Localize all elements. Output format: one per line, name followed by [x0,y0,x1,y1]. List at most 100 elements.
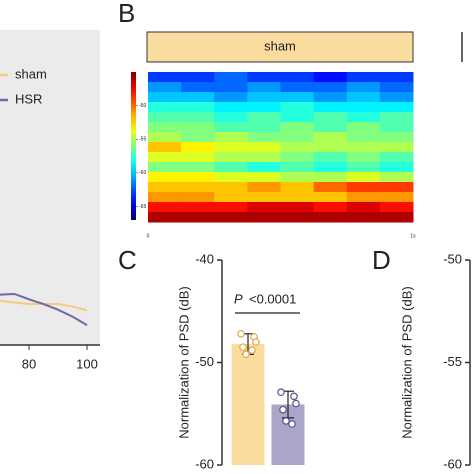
heatmap-cell [214,182,248,193]
heatmap-cell [379,152,414,163]
colorbar-tick-label: -65 [139,204,146,210]
heatmap-cell [148,102,182,113]
heatmap-cell [148,152,182,163]
heatmap-cell [379,172,414,183]
x-tick-label: 100 [76,356,98,371]
y-axis-label: Normalization of PSD (dB) [176,286,191,438]
heatmap-cell [247,92,281,103]
heatmap-cell [379,182,414,193]
heatmap-cell [346,192,381,203]
heatmap-cell [379,82,414,93]
heatmap-cell [280,212,315,223]
heatmap-cell [313,162,348,173]
heatmap-cell [148,212,182,223]
heatmap-cell [379,92,414,103]
heatmap-cell [181,172,215,183]
data-point [282,417,290,425]
x-tick-label: 80 [22,356,36,371]
heatmap-cell [346,102,381,113]
data-point [248,346,256,355]
data-point [242,350,250,359]
heatmap-cell [346,182,381,193]
heatmap-cell [214,82,248,93]
heatmap-cell [346,212,381,223]
heatmap-cell [280,132,315,143]
heatmap-cell [346,72,381,83]
heatmap-cell [313,192,348,203]
legend-label: HSR [15,91,42,106]
heatmap-cell [214,142,248,153]
heatmap-cell [346,142,381,153]
heatmap-cell [313,82,348,93]
heatmap-cell [214,92,248,103]
heatmap-cell [313,72,348,83]
heatmap-cell [181,122,215,133]
heatmap-cell [247,172,281,183]
data-point [239,343,247,351]
y-tick-label: -55 [443,354,462,369]
heatmap-cell [214,112,248,123]
heatmap-cell [247,192,281,203]
panel-label: D [372,245,391,275]
heatmap-cell [247,182,281,193]
data-point [292,399,300,408]
heatmap-cell [280,72,315,83]
heatmap-cell [148,132,182,143]
heatmap-cell [313,112,348,123]
heatmap-cell [313,142,348,153]
heatmap-cell [214,152,248,163]
colorbar-tick-label: -60 [139,170,146,176]
heatmap-cell [214,162,248,173]
heatmap-cell [247,202,281,213]
heatmap-cell [247,142,281,153]
heatmap-cell [181,82,215,93]
heatmap-cell [247,112,281,123]
heatmap-cell [280,162,315,173]
heatmap-cell [379,142,414,153]
heatmap-cell [214,132,248,143]
heatmap-cell [181,92,215,103]
panel-a-background [0,30,100,345]
heatmap-cell [148,82,182,93]
heatmap-cell [247,102,281,113]
heatmap-cell [346,162,381,173]
heatmap-cell [313,122,348,133]
heatmap-cell [181,212,215,223]
legend-label: sham [15,66,47,81]
heatmap-cell [181,112,215,123]
heatmap-cell [247,162,281,173]
data-point [279,405,287,414]
condition-box [146,31,414,63]
heatmap-cell [313,212,348,223]
heatmap-cell [313,102,348,113]
p-symbol: P [234,291,243,306]
heatmap-cell [379,202,414,213]
heatmap-cell [280,112,315,123]
heatmap-cell [379,102,414,113]
heatmap-cell [148,182,182,193]
heatmap-cell [280,182,315,193]
x-tick-label: 0 [147,233,150,239]
panel-label: C [118,245,137,275]
data-point [252,338,260,346]
heatmap-cell [181,132,215,143]
heatmap-cell [181,152,215,163]
y-tick-label: -40 [195,251,214,266]
heatmap-cell [247,212,281,223]
heatmap-cell [148,172,182,183]
colorbar [131,72,136,220]
heatmap-cell [214,212,248,223]
heatmap-cell [214,202,248,213]
heatmap-cell [313,202,348,213]
heatmap-cell [214,172,248,183]
heatmap-cell [247,122,281,133]
y-tick-label: -60 [195,456,214,471]
colorbar-tick-label: -50 [139,103,146,109]
heatmap-cell [280,192,315,203]
heatmap-cell [346,132,381,143]
heatmap-cell [346,122,381,133]
heatmap-cell [148,122,182,133]
heatmap-cell [313,182,348,193]
heatmap-cell [181,142,215,153]
heatmap-cell [280,82,315,93]
